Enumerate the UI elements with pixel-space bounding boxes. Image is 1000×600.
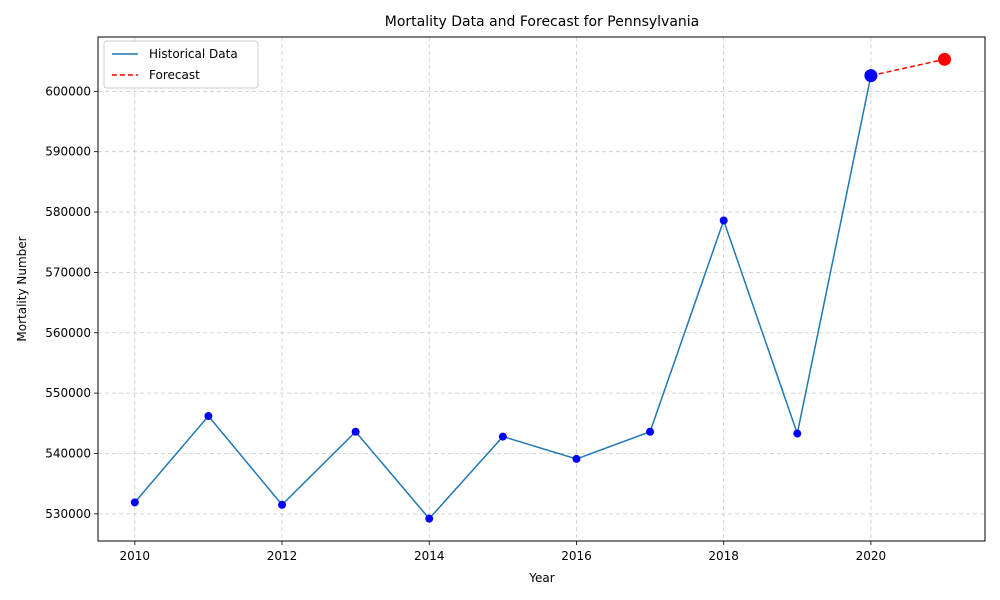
historical-point (351, 427, 360, 436)
y-tick-label: 580000 (45, 205, 91, 219)
historical-point (278, 500, 287, 509)
x-tick-label: 2012 (267, 549, 298, 563)
historical-point (130, 498, 139, 507)
series (130, 52, 952, 523)
x-tick-label: 2010 (120, 549, 151, 563)
axis-ticks: 2010 2012 2014 2016 2018 2020 530000 540000 5500… (45, 84, 886, 563)
historical-point (498, 432, 507, 441)
chart-title: Mortality Data and Forecast for Pennsylv… (385, 14, 700, 30)
x-tick-label: 2016 (561, 549, 592, 563)
historical-point (204, 412, 213, 421)
y-tick-label: 540000 (45, 446, 91, 460)
x-tick-label: 2014 (414, 549, 445, 563)
y-tick-label: 550000 (45, 386, 91, 400)
y-tick-label: 600000 (45, 84, 91, 98)
y-tick-label: 590000 (45, 145, 91, 159)
forecast-line (870, 58, 945, 77)
historical-point (572, 454, 581, 463)
historical-point (719, 216, 728, 225)
legend-box (103, 40, 259, 89)
legend: Historical Data Forecast (103, 40, 259, 89)
y-axis-label: Mortality Number (15, 236, 29, 341)
x-tick-label: 2018 (708, 549, 739, 563)
historical-point (425, 514, 434, 523)
historical-point (646, 427, 655, 436)
y-tick-label: 530000 (45, 507, 91, 521)
plot-frame (97, 36, 986, 542)
legend-label-historical: Historical Data (149, 47, 238, 61)
historical-point (793, 429, 802, 438)
x-tick-label: 2020 (856, 549, 887, 563)
forecast-point (938, 52, 952, 66)
historical-point-latest (864, 69, 878, 83)
y-tick-label: 560000 (45, 326, 91, 340)
y-tick-label: 570000 (45, 265, 91, 279)
grid (98, 37, 985, 541)
x-axis-label: Year (528, 571, 554, 585)
legend-label-forecast: Forecast (149, 68, 200, 82)
